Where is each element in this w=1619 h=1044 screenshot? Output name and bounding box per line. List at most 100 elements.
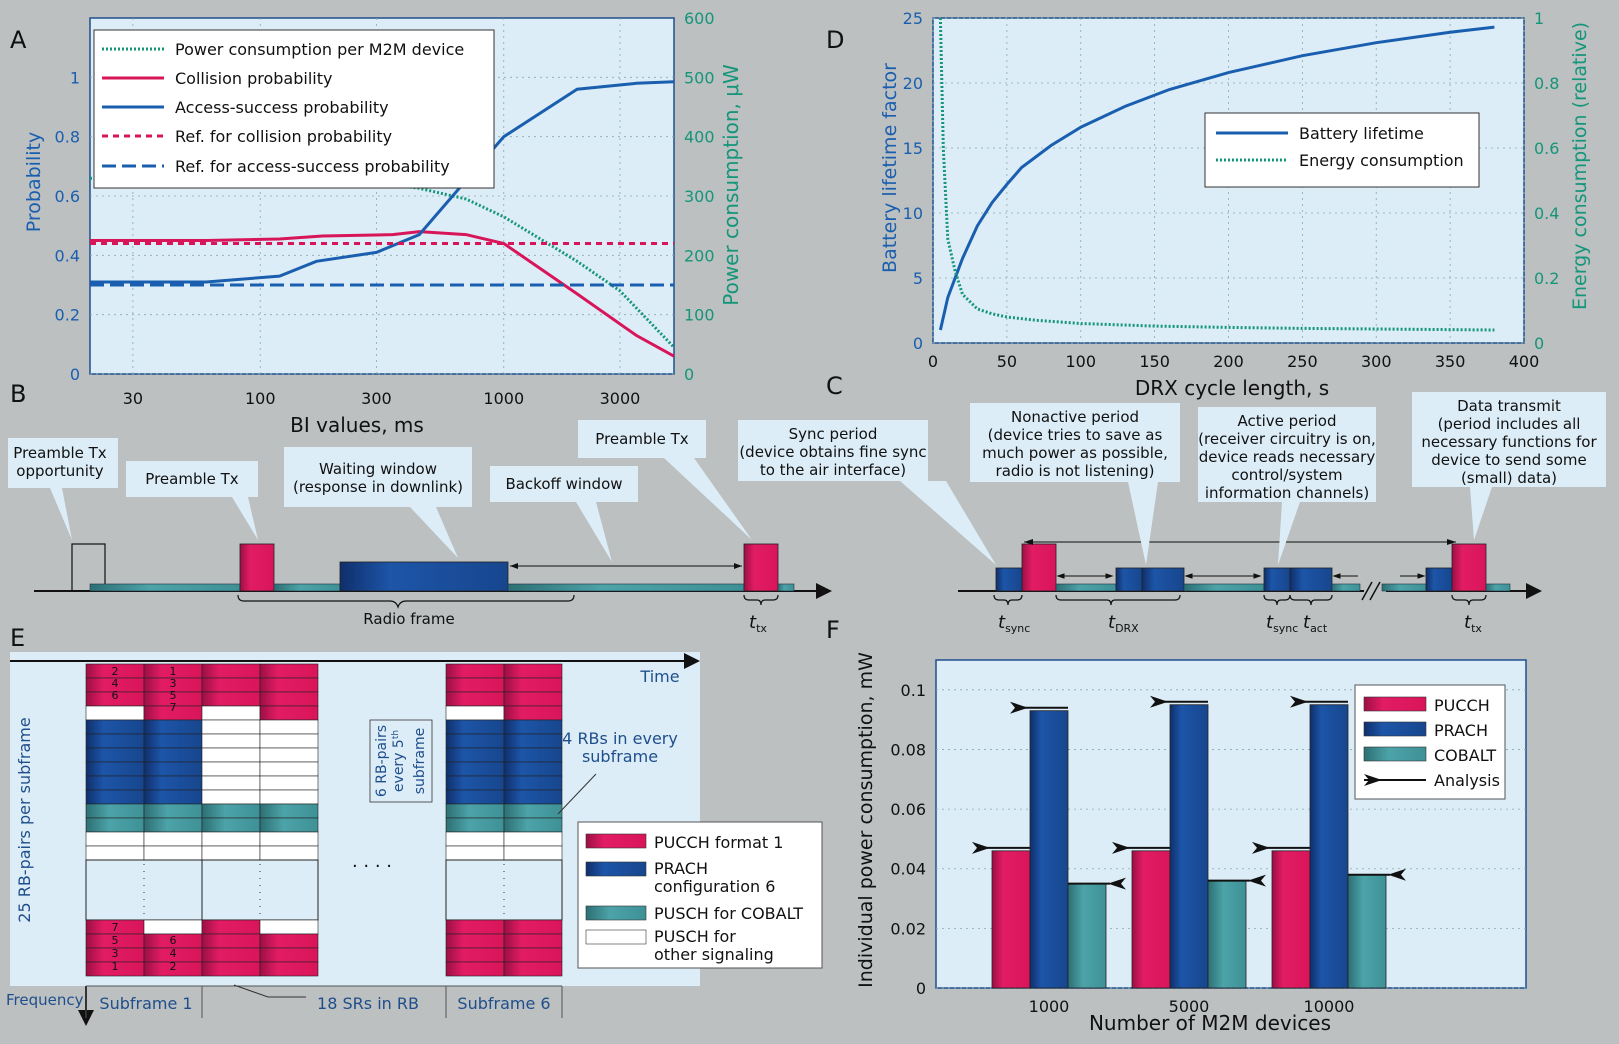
c-teal-bar-3	[1331, 583, 1361, 592]
d-ytick-left-0: 0	[913, 334, 923, 353]
sync-block-1	[995, 567, 1023, 592]
panel-label-f: F	[826, 616, 840, 644]
e-cell-bot-3-0	[259, 919, 319, 935]
a-ytick-left-2: 0.4	[55, 246, 80, 265]
e-cell-top-3-11	[259, 817, 319, 833]
d-xtick-8: 400	[1509, 352, 1540, 371]
a-ytick-left-0: 0	[70, 365, 80, 384]
panel-f-xlabel: Number of M2M devices	[1089, 1011, 1331, 1035]
t-sync-1: tsync	[998, 612, 1030, 635]
e-cell-top-3-4	[259, 719, 319, 735]
e-cell-top-2-1	[201, 677, 261, 693]
drx-block-2	[1141, 567, 1185, 592]
time-label: Time	[639, 667, 679, 686]
e-num-rt-2: 5	[170, 689, 177, 702]
c-teal-bar-2	[1183, 583, 1265, 592]
e-cell-top-1-7	[143, 761, 203, 777]
rb-note-6: 6 RB-pairs every 5th subframe	[369, 719, 433, 803]
d-series-line-1	[938, 17, 1495, 332]
e-cell-bot-1-0	[143, 919, 203, 935]
e-cell-top-3-0	[259, 663, 319, 679]
d-ytick-right-0: 0	[1534, 334, 1544, 353]
d-xtick-5: 250	[1287, 352, 1318, 371]
callout-preamble-opportunity-line2: opportunity	[16, 462, 104, 480]
legend-label-pusch-other-line1: PUSCH for	[654, 927, 736, 946]
rb-note-6-line1: 6 RB-pairs	[374, 725, 390, 797]
e-cell-bot-5-3	[503, 961, 563, 977]
d-xtick-3: 150	[1139, 352, 1170, 371]
e-cell-top-2-13	[201, 845, 261, 861]
e-cell-top-2-4	[201, 719, 261, 735]
e-cell-top-1-4	[143, 719, 203, 735]
a-series-line-0	[90, 176, 676, 349]
legend-swatch-cobalt	[1363, 746, 1427, 762]
callout-data-line5: (small) data)	[1461, 469, 1557, 487]
callout-sync-line3: to the air interface)	[760, 461, 906, 479]
t-act-sub: act	[1310, 622, 1328, 635]
a-ytick-left-3: 0.6	[55, 187, 80, 206]
e-cell-top-5-8	[503, 775, 563, 791]
e-cell-top-0-3	[85, 705, 145, 721]
legend-label-ref-access: Ref. for access-success probability	[175, 157, 450, 176]
callout-data-transmit: Data transmit (period includes all neces…	[1412, 392, 1606, 540]
e-num-rb-0: 6	[170, 934, 177, 947]
e-cell-bot-5-0	[503, 919, 563, 935]
e-cell-top-4-5	[445, 733, 505, 749]
gap-arrows	[1056, 573, 1426, 579]
t-sync-1-t: t	[998, 612, 1006, 633]
ttx-t: t	[749, 612, 757, 633]
e-cell-top-0-6	[85, 747, 145, 763]
panel-d-ticks: 0 50 100 150 200 250 300 350 400051015202500.20.…	[903, 9, 1560, 371]
teal-bar-1	[89, 583, 241, 592]
e-cell-top-2-7	[201, 761, 261, 777]
subframe-6-label: Subframe 6	[457, 994, 550, 1013]
e-cell-top-4-6	[445, 747, 505, 763]
e-cell-top-5-4	[503, 719, 563, 735]
e-cell-top-1-10	[143, 803, 203, 819]
e-cell-top-5-10	[503, 803, 563, 819]
a-ytick-left-1: 0.2	[55, 306, 80, 325]
e-cell-top-0-10	[85, 803, 145, 819]
rb-note-6-line2: every 5th	[391, 730, 407, 792]
legend-label-power: Power consumption per M2M device	[175, 40, 464, 59]
e-mid-block-2	[445, 859, 563, 921]
a-ytick-left-4: 0.8	[55, 128, 80, 147]
callout-active-line3: device reads necessary	[1199, 448, 1376, 466]
panel-d-legend: Battery lifetime Energy consumption	[1204, 112, 1480, 188]
callout-backoff-window-box	[490, 466, 638, 562]
panel-f: 0 0.02 0.04 0.06 0.08 0.1 1000 5000 10000 Number…	[855, 652, 1527, 1035]
panel-b: Radio frame ttx Preamble Tx opportunity …	[8, 420, 832, 635]
legend-label-pucch-format: PUCCH format 1	[654, 833, 783, 852]
e-cell-top-3-8	[259, 775, 319, 791]
callout-data-line3: necessary functions for	[1421, 433, 1597, 451]
a-ytick-right-0: 0	[684, 365, 694, 384]
e-cell-top-2-6	[201, 747, 261, 763]
tx-block-2	[1451, 543, 1487, 592]
panel-a-legend-box	[93, 29, 495, 189]
e-cell-top-3-1	[259, 677, 319, 693]
a-ytick-right-2: 200	[684, 246, 715, 265]
t-drx: tDRX	[1108, 612, 1139, 635]
d-ytick-left-2: 10	[903, 204, 923, 223]
e-cell-top-1-8	[143, 775, 203, 791]
callout-nonactive-line1: Nonactive period	[1011, 408, 1139, 426]
drx-block-1	[1115, 567, 1143, 592]
e-cell-top-0-9	[85, 789, 145, 805]
e-cell-top-3-7	[259, 761, 319, 777]
d-xtick-6: 300	[1361, 352, 1392, 371]
t-sync-2-sub: sync	[1273, 622, 1298, 635]
callout-sync-period-box	[738, 420, 996, 565]
callout-active-line1: Active period	[1238, 412, 1337, 430]
e-cell-top-1-5	[143, 733, 203, 749]
legend-swatch-pusch-cobalt	[585, 905, 647, 921]
e-cell-top-1-13	[143, 845, 203, 861]
panel-d-legend-box	[1204, 112, 1480, 188]
legend-label-pusch-other-line2: other signaling	[654, 945, 774, 964]
callout-preamble-opportunity-line1: Preamble Tx	[13, 444, 106, 462]
legend-label-cobalt: COBALT	[1434, 746, 1496, 765]
panel-a-legend: Power consumption per M2M device Collisi…	[93, 29, 495, 189]
callout-nonactive-line3: much power as possible,	[982, 444, 1168, 462]
gap-arrow-3-head	[1332, 573, 1341, 579]
axis-break-1	[1361, 581, 1373, 601]
